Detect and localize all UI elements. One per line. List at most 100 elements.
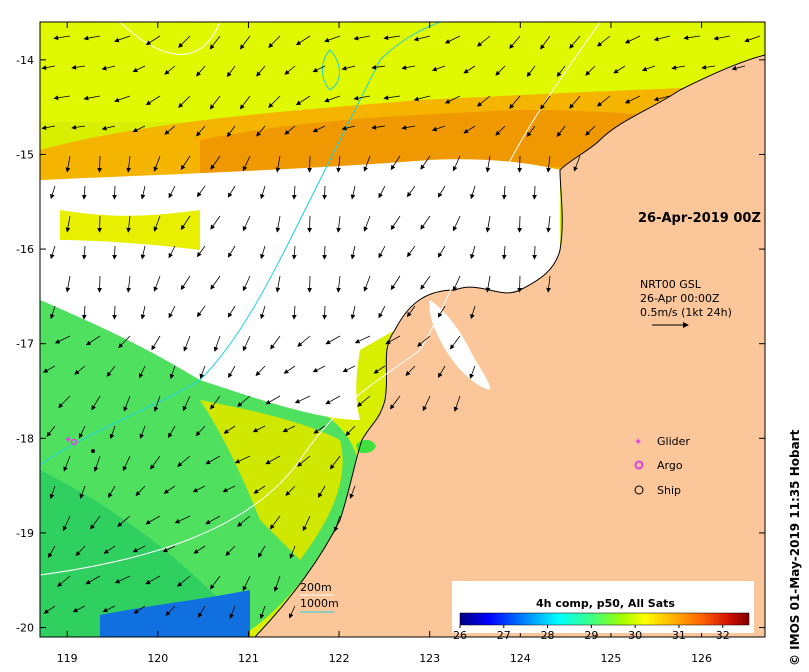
current-vector-arrow [295, 35, 311, 46]
current-vector-arrow [406, 305, 416, 318]
land-mass [255, 55, 765, 637]
current-vector-arrow [624, 95, 641, 104]
current-vector-arrow [291, 185, 297, 200]
lat-tick-label: -19 [16, 527, 34, 540]
current-vector-arrow [237, 515, 251, 527]
current-vector-arrow [324, 35, 341, 43]
current-vector-arrow [485, 275, 491, 293]
current-vector-arrow [444, 95, 461, 104]
current-vector-arrow [509, 35, 521, 49]
current-vector-arrow [242, 215, 251, 232]
current-vector-arrow [139, 425, 146, 439]
current-vector-arrow [253, 485, 266, 494]
current-vector-arrow [585, 65, 596, 76]
date-label: 26-Apr-2019 00Z [638, 211, 761, 226]
current-vector-arrow [295, 95, 311, 106]
current-vector-arrow [109, 425, 116, 440]
current-vector-arrow [259, 605, 266, 620]
current-vector-arrow [526, 125, 536, 138]
current-vector-arrow [437, 185, 446, 198]
current-vector-arrow [227, 305, 236, 318]
current-vector-arrow [122, 455, 131, 472]
longitude-axis: 119 120 121 122 123 124 125 126 [57, 22, 712, 665]
current-vector-arrow [196, 305, 206, 318]
current-vector-arrow [50, 305, 56, 320]
current-vector-arrow [195, 425, 206, 437]
current-vector-arrow [97, 215, 103, 233]
current-vector-arrow [437, 305, 446, 318]
current-vector-arrow [463, 125, 476, 134]
current-vector-arrow [242, 575, 251, 592]
current-vector-arrow [744, 35, 761, 43]
current-vector-arrow [83, 35, 101, 41]
current-vector-arrow [325, 395, 341, 405]
current-vector-arrow [97, 155, 103, 173]
current-vector-arrow [97, 275, 103, 293]
current-vector-arrow [469, 365, 476, 379]
colorbar-tick-label: 29 [584, 629, 598, 642]
current-vector-arrow [112, 185, 117, 200]
current-vector-arrow [341, 125, 356, 131]
current-vector-arrow [463, 65, 476, 74]
current-vector-arrow [501, 185, 507, 200]
current-vector-arrow [74, 365, 86, 375]
current-vector-arrow [406, 185, 416, 198]
current-vector-arrow [509, 95, 521, 109]
current-vector-arrow [532, 185, 537, 200]
current-vector-arrow [65, 215, 71, 233]
current-vector-arrow [252, 425, 266, 433]
current-vector-arrow [75, 545, 86, 557]
current-vector-arrow [268, 95, 281, 108]
current-vector-arrow [91, 395, 101, 411]
colorbar-tick-label: 27 [497, 629, 511, 642]
current-vector-arrow [229, 605, 236, 619]
current-vector-arrow [390, 155, 401, 171]
current-vector-arrow [178, 95, 191, 108]
current-vector-arrow [49, 485, 56, 500]
current-vector-arrow [546, 155, 551, 173]
colorbar-tick-label: 26 [453, 629, 467, 642]
current-vector-arrow [112, 245, 117, 260]
current-vector-arrow [371, 124, 386, 130]
current-vector-arrow [526, 65, 536, 78]
contour-200m-label: 200m [300, 581, 332, 594]
current-vector-arrow [385, 335, 401, 345]
current-vector-arrow [285, 485, 296, 496]
current-vector-arrow [345, 425, 356, 436]
current-vector-arrow [182, 395, 191, 412]
lon-tick-label: 122 [329, 652, 350, 665]
current-vector-arrow [41, 65, 56, 71]
argo-marker [70, 438, 78, 446]
current-vector-arrow [307, 155, 313, 173]
current-vector-arrow [573, 155, 581, 172]
current-vector-arrow [239, 95, 251, 110]
current-vector-arrow [653, 95, 671, 102]
current-vector-arrow [302, 515, 311, 532]
current-vector-arrow [671, 65, 686, 70]
current-vector-arrow [449, 335, 461, 350]
current-vector-arrow [65, 275, 71, 293]
current-vector-arrow [322, 185, 327, 200]
current-vector-arrow [291, 305, 297, 320]
sst-colorbar: 4h comp, p50, All Sats 26 27 28 29 30 31 32 [452, 581, 754, 642]
current-vector-arrow [169, 365, 176, 380]
current-vector-arrow [257, 545, 266, 558]
current-vector-arrow [324, 95, 341, 103]
current-vector-arrow [312, 125, 326, 133]
current-vector-arrow [452, 215, 461, 232]
current-vector-arrow [71, 64, 86, 70]
current-vector-arrow [390, 275, 401, 291]
current-vector-arrow [41, 125, 56, 131]
current-legend-scale: 0.5m/s (1kt 24h) [640, 306, 732, 319]
current-vector-arrow [102, 605, 116, 613]
current-vector-arrow [196, 125, 206, 137]
lat-tick-label: -17 [16, 338, 34, 351]
current-vector-arrow [495, 65, 506, 76]
current-vector-arrow [624, 35, 641, 44]
current-vector-arrow [226, 125, 236, 138]
current-vector-arrow [517, 275, 523, 293]
current-vector-arrow [228, 365, 236, 378]
lon-tick-label: 126 [691, 652, 712, 665]
current-vector-arrow [275, 215, 281, 233]
current-vector-arrow [289, 605, 296, 619]
